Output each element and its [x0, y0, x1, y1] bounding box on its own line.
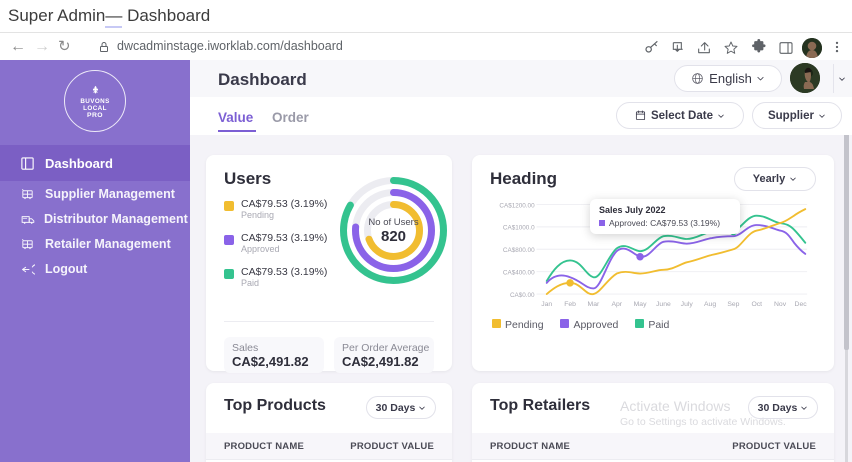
svg-text:No of Users: No of Users [368, 217, 418, 228]
svg-text:July: July [681, 301, 694, 308]
svg-text:Mar: Mar [588, 301, 600, 308]
svg-text:CA$400.00: CA$400.00 [503, 269, 535, 276]
svg-text:CA$800.00: CA$800.00 [503, 247, 535, 254]
svg-text:Jan: Jan [541, 301, 552, 308]
svg-text:Feb: Feb [564, 301, 576, 308]
svg-text:June: June [656, 301, 671, 308]
svg-text:Dec: Dec [795, 301, 808, 308]
svg-text:Sep: Sep [727, 301, 739, 308]
svg-text:Nov: Nov [774, 301, 787, 308]
svg-text:Aug: Aug [704, 301, 716, 308]
svg-text:820: 820 [381, 228, 406, 245]
svg-text:CA$1000.0: CA$1000.0 [503, 225, 535, 232]
svg-text:CA$0.00: CA$0.00 [510, 292, 535, 299]
svg-text:Apr: Apr [611, 301, 622, 308]
svg-text:CA$1200.00: CA$1200.00 [499, 202, 535, 209]
svg-text:May: May [634, 301, 647, 308]
svg-text:Oct: Oct [751, 301, 762, 308]
